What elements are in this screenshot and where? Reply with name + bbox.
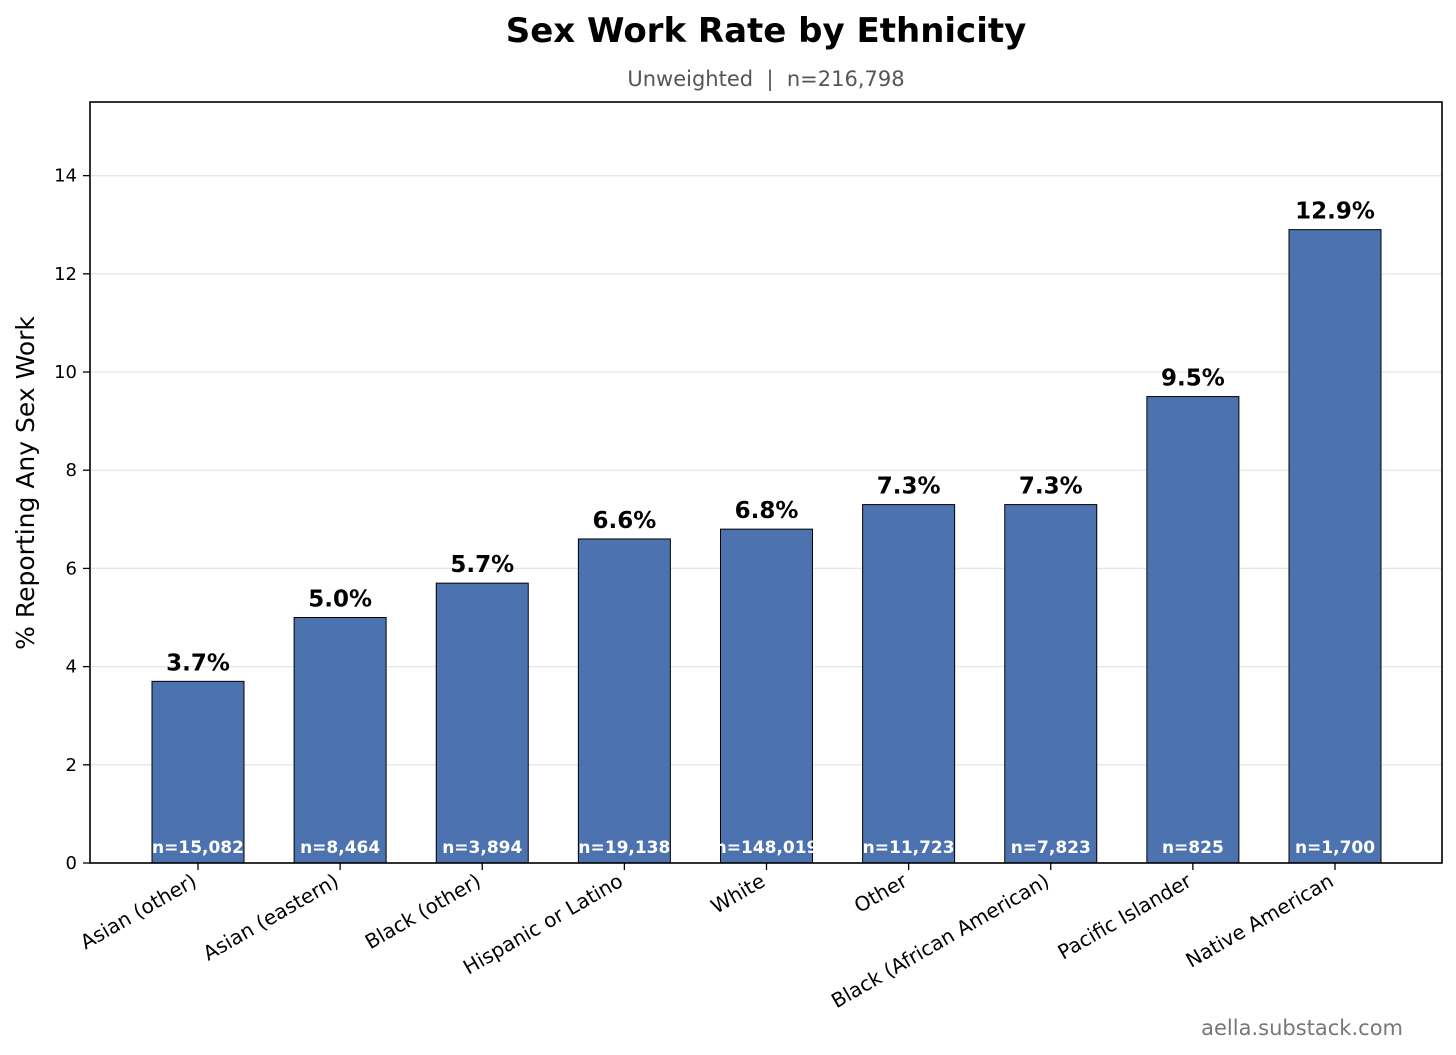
x-tick-label: Native American [1181, 869, 1337, 973]
x-tick-label: Black (other) [361, 869, 485, 954]
bar [1004, 504, 1098, 864]
bar-value-label: 6.6% [592, 508, 656, 534]
bar-value-label: 7.3% [877, 474, 941, 500]
bar [151, 680, 245, 864]
y-axis-ticks: 0 2 4 6 8 10 12 14 [54, 166, 90, 874]
bar-value-label: 3.7% [166, 650, 230, 676]
bar-count-label: n=1,700 [1295, 838, 1375, 858]
y-tick-label: 2 [66, 755, 77, 776]
x-axis-ticks: Asian (other)Asian (eastern) Black (other… [76, 863, 1338, 1013]
bar-value-label: 5.0% [308, 587, 372, 613]
x-tick-label: Asian (other) [76, 869, 200, 955]
y-axis-label: % Reporting Any Sex Work [11, 316, 40, 650]
y-tick-label: 6 [66, 558, 77, 579]
chart-title: Sex Work Rate by Ethnicity [506, 11, 1027, 51]
bar-count-label: n=19,138 [578, 838, 670, 858]
bar [577, 538, 671, 864]
bar-value-label: 5.7% [450, 552, 514, 578]
y-tick-label: 0 [66, 853, 77, 874]
y-tick-label: 10 [54, 362, 77, 383]
y-tick-label: 4 [66, 657, 77, 678]
bar-count-label: n=825 [1162, 838, 1224, 858]
bar-count-label: n=8,464 [300, 838, 380, 858]
bar-count-label: n=11,723 [863, 838, 955, 858]
bar-count-label: n=148,019 [715, 838, 819, 858]
x-tick-label: Hispanic or Latino [459, 869, 627, 980]
bar [435, 582, 529, 864]
x-tick-label: Pacific Islander [1054, 868, 1197, 964]
bar-value-label: 7.3% [1019, 474, 1083, 500]
y-tick-label: 14 [54, 166, 77, 187]
bar-value-label: 6.8% [735, 498, 799, 524]
y-tick-label: 12 [54, 264, 77, 285]
watermark-text: aella.substack.com [1201, 1016, 1403, 1040]
bar-count-label: n=15,082 [152, 838, 244, 858]
bar [1146, 396, 1240, 864]
bar-value-label: 9.5% [1161, 366, 1225, 392]
x-tick-label: Other [850, 868, 912, 918]
bar [1288, 229, 1382, 864]
x-tick-label: Asian (eastern) [199, 869, 343, 966]
chart-subtitle: Unweighted | n=216,798 [627, 67, 904, 92]
bar-value-label: 12.9% [1295, 199, 1375, 225]
bar [862, 504, 956, 864]
y-tick-label: 8 [66, 460, 77, 481]
x-tick-label: White [707, 869, 769, 919]
bars: 3.7% n=15,082 5.0% n=8,464 5.7% n=3,894 6.6% n=… [151, 199, 1382, 864]
bar [720, 528, 813, 864]
bar-count-label: n=3,894 [442, 838, 522, 858]
bar [293, 617, 387, 864]
bar-count-label: n=7,823 [1011, 838, 1091, 858]
